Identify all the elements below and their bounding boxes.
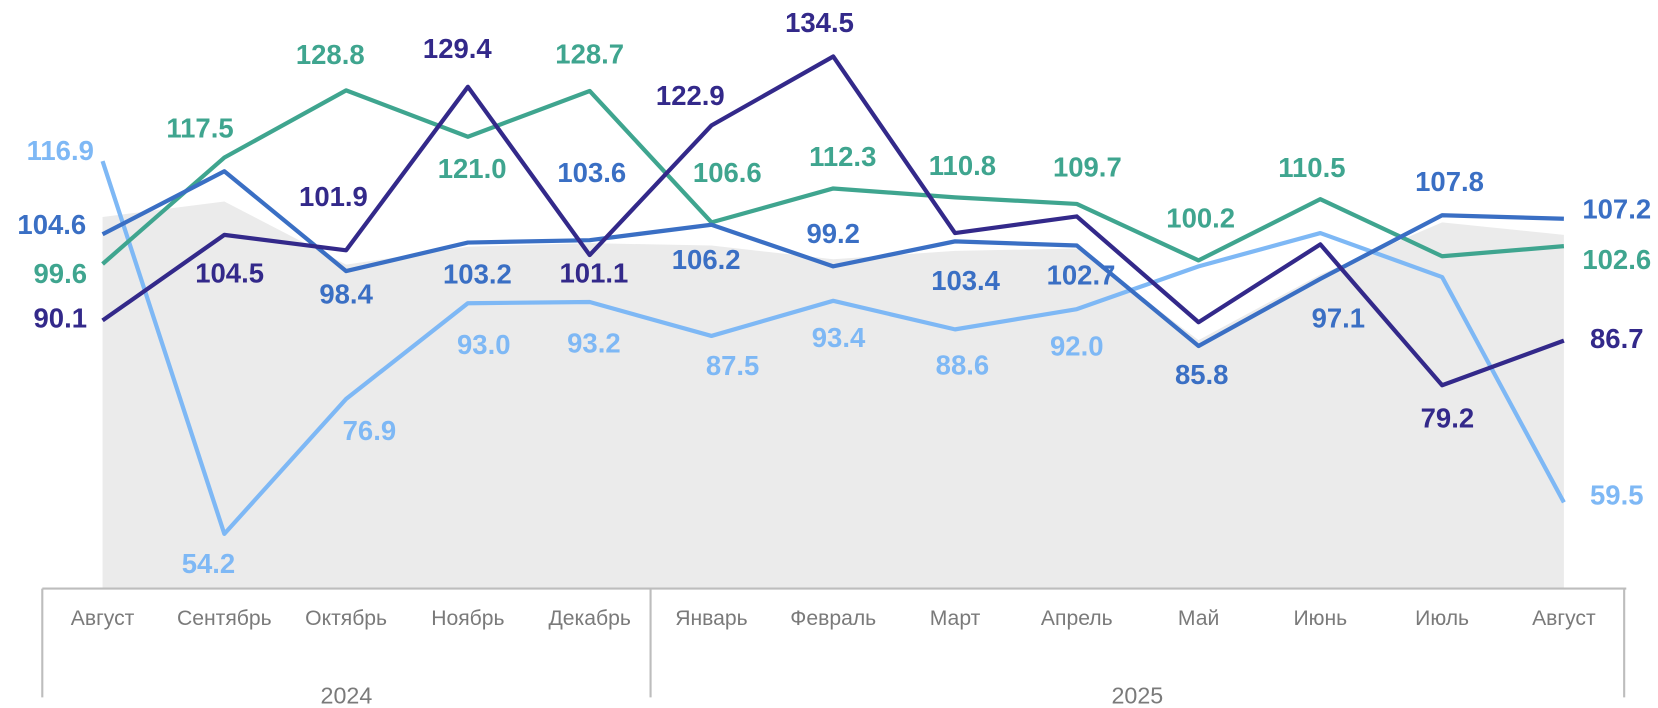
data-label: 129.4 — [423, 33, 492, 64]
data-label: 103.2 — [443, 259, 512, 290]
x-tick-label: Декабрь — [548, 607, 630, 630]
data-label: 93.0 — [457, 329, 510, 360]
data-label: 106.2 — [672, 244, 741, 275]
data-label: 98.4 — [319, 279, 373, 310]
data-label: 100.2 — [1166, 203, 1235, 234]
data-label: 93.2 — [567, 328, 620, 359]
x-tick-label: Ноябрь — [431, 607, 504, 630]
x-tick-label: Октябрь — [305, 607, 387, 630]
data-label: 101.9 — [299, 181, 368, 212]
data-label: 90.1 — [34, 303, 87, 334]
group-label: 2024 — [321, 683, 373, 708]
data-label: 110.8 — [929, 150, 996, 181]
series-line — [100, 160, 1566, 537]
data-label: 86.7 — [1590, 323, 1643, 354]
data-label: 128.7 — [555, 38, 624, 69]
data-label: 128.8 — [296, 39, 365, 70]
x-tick-label: Январь — [675, 607, 747, 630]
data-label: 103.6 — [557, 157, 626, 188]
data-label: 117.5 — [166, 112, 233, 143]
data-label: 92.0 — [1050, 331, 1103, 362]
data-label: 79.2 — [1421, 402, 1474, 433]
x-tick-label: Апрель — [1041, 607, 1113, 630]
data-label: 107.8 — [1415, 166, 1484, 197]
x-tick-label: Август — [71, 607, 135, 630]
data-label: 102.7 — [1047, 260, 1116, 291]
data-label: 103.4 — [931, 265, 1000, 296]
series-line — [101, 88, 1565, 266]
x-tick-label: Май — [1178, 607, 1219, 630]
data-label: 97.1 — [1312, 302, 1365, 333]
data-label: 121.0 — [438, 153, 507, 184]
data-label: 76.9 — [343, 415, 396, 446]
series-line — [101, 54, 1565, 388]
data-label: 109.7 — [1053, 151, 1122, 182]
data-label: 54.2 — [182, 548, 235, 579]
x-tick-label: Июнь — [1293, 607, 1347, 630]
x-tick-label: Июль — [1415, 607, 1469, 630]
data-label: 102.6 — [1582, 244, 1651, 275]
data-label: 101.1 — [560, 257, 629, 288]
data-label: 112.3 — [809, 141, 876, 172]
x-tick-label: Сентябрь — [177, 607, 272, 630]
data-label: 85.8 — [1175, 359, 1228, 390]
data-label: 99.2 — [806, 218, 859, 249]
data-label: 134.5 — [785, 7, 854, 38]
data-label: 87.5 — [706, 350, 759, 381]
x-tick-label: Март — [930, 607, 981, 630]
x-tick-label: Февраль — [790, 607, 876, 630]
x-tick-label: Август — [1532, 607, 1596, 630]
data-label: 99.6 — [34, 258, 87, 289]
data-label: 88.6 — [936, 350, 989, 381]
data-label: 93.4 — [812, 322, 866, 353]
background-area — [102, 201, 1564, 589]
data-label: 122.9 — [656, 80, 725, 111]
data-label: 107.2 — [1582, 194, 1651, 225]
data-label: 110.5 — [1278, 152, 1345, 183]
data-label: 104.5 — [195, 257, 264, 288]
group-label: 2025 — [1111, 683, 1163, 708]
data-label: 116.9 — [27, 135, 94, 166]
data-label: 104.6 — [17, 209, 86, 240]
series-line — [101, 169, 1564, 349]
data-label: 106.6 — [693, 157, 762, 188]
data-label: 59.5 — [1590, 479, 1643, 510]
